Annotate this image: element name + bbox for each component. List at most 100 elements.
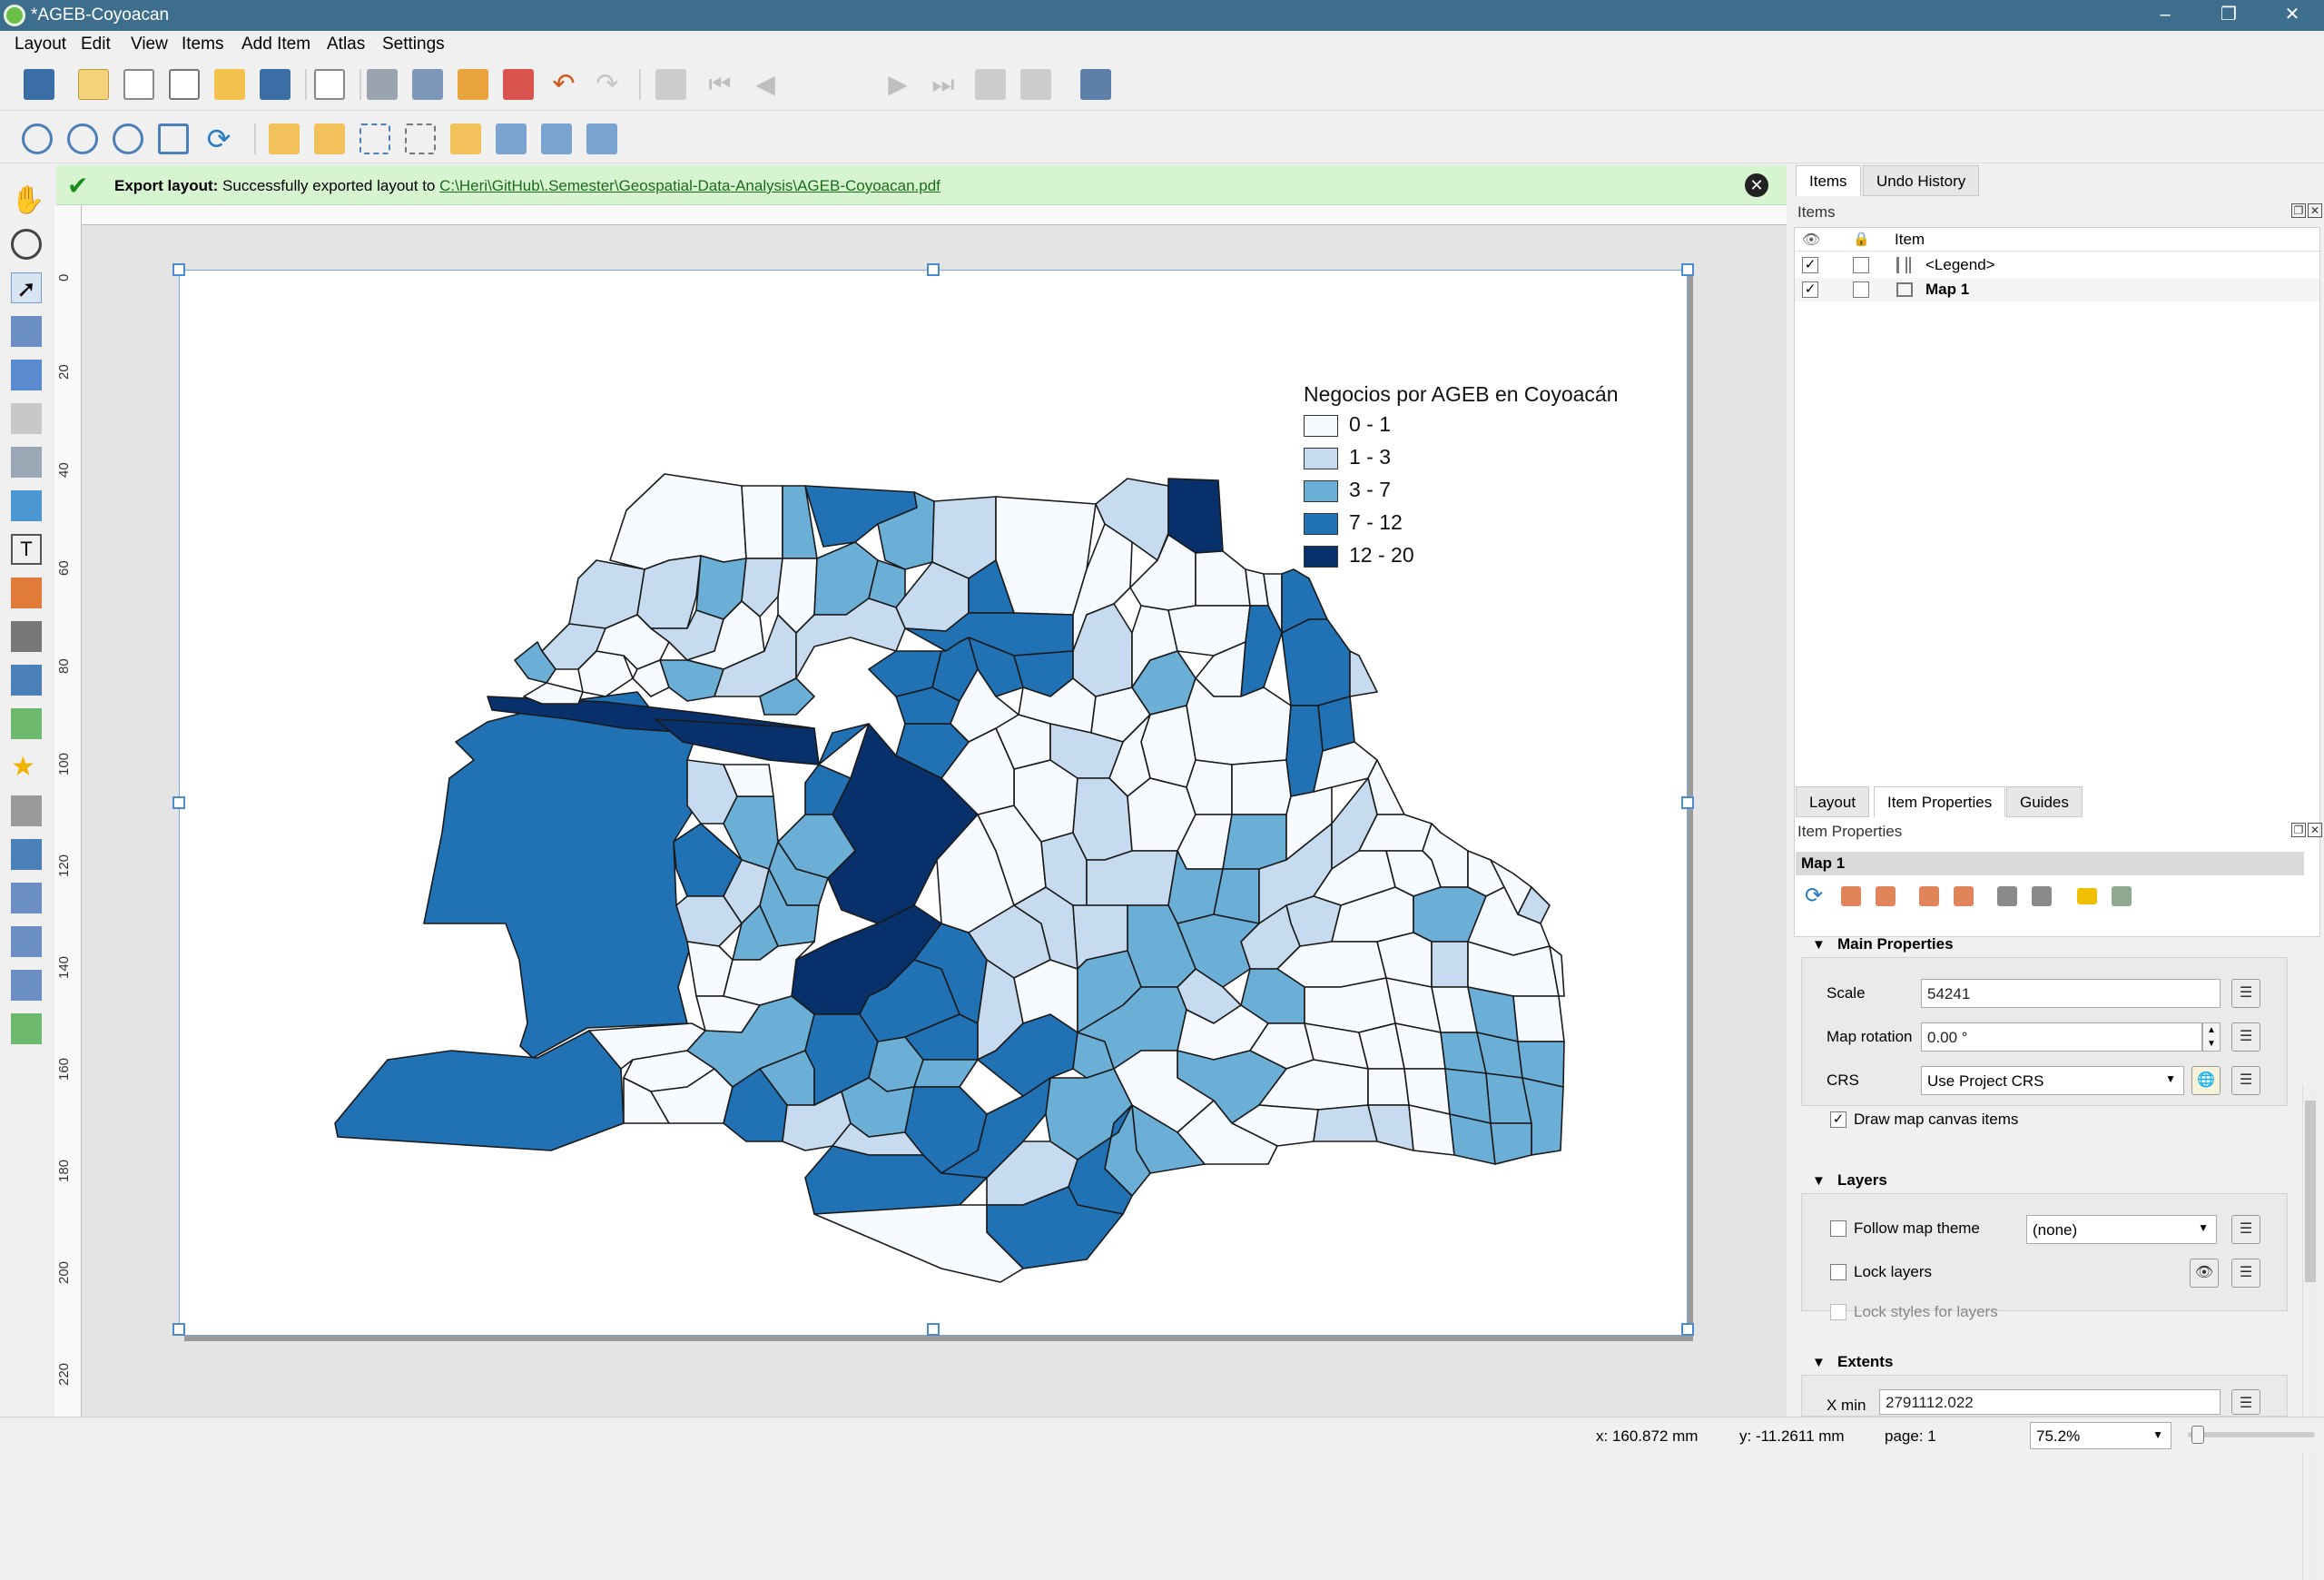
zoom-full-icon[interactable] [158,123,189,154]
zoom-actual-icon[interactable] [113,123,143,154]
set-extent-icon[interactable] [1841,886,1861,906]
tab-guides[interactable]: Guides [2006,786,2083,817]
new-layout-icon[interactable] [78,69,109,100]
atlas-preview-icon[interactable] [655,69,686,100]
bookmarks-icon[interactable] [1997,886,2017,906]
add-fixed-table-icon[interactable] [11,970,42,1001]
first-feature-icon[interactable]: ⏮ [708,70,732,98]
select-tool-icon[interactable]: ➚ [11,272,42,303]
add-pages-icon[interactable] [314,69,345,100]
draw-items-checkbox[interactable]: ✓ [1830,1111,1846,1128]
add-shape-icon[interactable] [11,708,42,739]
update-preview-icon[interactable]: ⟳ [1805,884,1824,908]
print-icon[interactable] [367,69,398,100]
add-label-icon[interactable]: T [11,534,42,565]
data-defined-override-icon[interactable]: ☰ [2231,1259,2260,1288]
export-pdf-icon[interactable] [503,69,534,100]
visibility-checkbox[interactable]: ✓ [1802,257,1818,273]
data-defined-override-icon[interactable]: ☰ [2231,1066,2260,1095]
resize-handle[interactable] [172,796,185,809]
export-atlas-icon[interactable] [1020,69,1051,100]
map-item-1[interactable] [179,270,1688,1336]
resize-handle[interactable] [1681,1323,1694,1336]
add-marker-icon[interactable]: ★ [11,752,35,782]
menu-add-item[interactable]: Add Item [241,35,311,54]
previous-feature-icon[interactable]: ◀ [755,70,775,98]
tree-row-legend[interactable]: ✓ <Legend> [1795,253,2319,277]
menu-view[interactable]: View [131,35,168,54]
next-feature-icon[interactable]: ▶ [888,70,908,98]
menu-layout[interactable]: Layout [15,35,67,54]
resize-handle[interactable] [172,263,185,276]
menu-items[interactable]: Items [182,35,224,54]
menu-settings[interactable]: Settings [382,35,445,54]
crs-select[interactable]: Use Project CRS ▼ [1921,1066,2184,1095]
clipping-icon[interactable] [2032,886,2052,906]
align-items-icon[interactable] [496,123,527,154]
atlas-settings-icon[interactable] [1080,69,1111,100]
map-theme-select[interactable]: (none) ▼ [2026,1215,2217,1244]
resize-items-icon[interactable] [586,123,617,154]
zoom-tool-icon[interactable] [11,229,42,260]
resize-handle[interactable] [1681,263,1694,276]
duplicate-layout-icon[interactable] [123,69,154,100]
xmin-input[interactable]: 2791112.022 [1879,1389,2221,1415]
export-svg-icon[interactable] [458,69,488,100]
save-template-icon[interactable] [260,69,290,100]
scrollbar-thumb[interactable] [2305,1101,2316,1282]
edit-nodes-icon[interactable] [11,360,42,390]
close-panel-icon[interactable]: ✕ [2308,203,2322,218]
visibility-checkbox[interactable]: ✓ [1802,281,1818,298]
temporal-icon[interactable] [2112,886,2132,906]
scale-input[interactable]: 54241 [1921,979,2221,1008]
add-elevation-profile-icon[interactable] [11,1013,42,1044]
items-tree[interactable]: 👁 🔒 Item ✓ <Legend> ✓ Map 1 [1794,227,2320,937]
lock-checkbox[interactable] [1853,281,1869,298]
data-defined-override-icon[interactable]: ☰ [2231,1389,2260,1415]
lock-checkbox[interactable] [1853,257,1869,273]
follow-theme-checkbox[interactable] [1830,1220,1846,1237]
menu-atlas[interactable]: Atlas [327,35,366,54]
data-defined-override-icon[interactable]: ☰ [2231,979,2260,1008]
tab-item-properties[interactable]: Item Properties [1874,786,2006,817]
tab-layout[interactable]: Layout [1796,786,1870,817]
redo-icon[interactable]: ↷ [596,69,619,99]
label-settings-icon[interactable] [2077,888,2097,904]
close-panel-icon[interactable]: ✕ [2308,823,2322,837]
last-feature-icon[interactable]: ⏭ [931,70,955,98]
rotation-spinbox[interactable]: 0.00 ° [1921,1022,2202,1052]
close-message-icon[interactable]: ✕ [1745,173,1768,197]
lock-items-icon[interactable] [269,123,300,154]
ungroup-items-icon[interactable] [405,123,436,154]
export-image-icon[interactable] [412,69,443,100]
add-arrow-icon[interactable] [11,795,42,826]
resize-handle[interactable] [172,1323,185,1336]
data-defined-override-icon[interactable]: ☰ [2231,1215,2260,1244]
data-defined-override-icon[interactable]: ☰ [2231,1022,2260,1052]
menu-edit[interactable]: Edit [81,35,111,54]
zoom-in-icon[interactable] [22,123,53,154]
undo-icon[interactable]: ↶ [552,69,576,99]
minimize-icon[interactable]: – [2160,5,2171,25]
zoom-combo[interactable]: 75.2% ▼ [2030,1422,2171,1449]
resize-handle[interactable] [1681,796,1694,809]
collapse-arrow-icon[interactable]: ▼ [1812,937,1826,953]
add-attribute-table-icon[interactable] [11,926,42,957]
refresh-icon[interactable]: ⟳ [206,123,231,155]
save-icon[interactable] [24,69,54,100]
tab-undo-history[interactable]: Undo History [1863,165,1980,196]
zoom-slider-handle[interactable] [2191,1426,2204,1444]
lock-styles-checkbox[interactable] [1830,1304,1846,1320]
restore-icon[interactable]: ❐ [2221,5,2237,25]
spin-arrows-icon[interactable]: ▲ ▼ [2202,1022,2221,1052]
distribute-items-icon[interactable] [541,123,572,154]
pan-icon[interactable]: ✋ [11,185,45,215]
tab-items[interactable]: Items [1796,165,1861,196]
add-scalebar-icon[interactable] [11,621,42,652]
raise-items-icon[interactable] [450,123,481,154]
eye-icon[interactable]: 👁 [2190,1259,2219,1288]
unlock-items-icon[interactable] [314,123,345,154]
add-3d-map-icon[interactable] [11,447,42,478]
resize-handle[interactable] [927,1323,940,1336]
close-window-icon[interactable]: ✕ [2284,5,2300,25]
